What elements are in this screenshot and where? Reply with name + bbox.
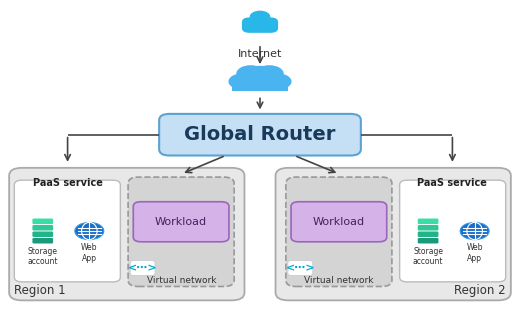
Bar — [256, 17, 264, 24]
Bar — [231, 79, 289, 91]
FancyBboxPatch shape — [242, 17, 278, 33]
FancyBboxPatch shape — [418, 219, 438, 224]
Circle shape — [255, 65, 284, 82]
FancyBboxPatch shape — [32, 238, 53, 244]
Circle shape — [75, 222, 104, 240]
Text: Virtual network: Virtual network — [304, 276, 374, 285]
FancyBboxPatch shape — [15, 180, 120, 282]
Text: Workload: Workload — [313, 217, 365, 227]
FancyBboxPatch shape — [32, 219, 53, 224]
Text: Web
App: Web App — [466, 243, 483, 263]
FancyBboxPatch shape — [9, 168, 244, 300]
FancyBboxPatch shape — [418, 231, 438, 237]
Circle shape — [240, 66, 280, 89]
Circle shape — [265, 73, 292, 90]
FancyBboxPatch shape — [418, 238, 438, 244]
Text: <⋯>: <⋯> — [128, 263, 158, 273]
Text: PaaS service: PaaS service — [418, 178, 487, 188]
FancyBboxPatch shape — [159, 114, 361, 156]
FancyBboxPatch shape — [32, 231, 53, 237]
Text: Storage
account: Storage account — [28, 247, 58, 266]
Text: Region 1: Region 1 — [15, 284, 66, 297]
Text: PaaS service: PaaS service — [33, 178, 102, 188]
Text: Workload: Workload — [155, 217, 207, 227]
Text: Virtual network: Virtual network — [147, 276, 216, 285]
FancyBboxPatch shape — [133, 202, 229, 242]
FancyBboxPatch shape — [276, 168, 511, 300]
Circle shape — [228, 73, 255, 90]
FancyBboxPatch shape — [291, 202, 387, 242]
FancyBboxPatch shape — [130, 261, 155, 276]
FancyBboxPatch shape — [418, 225, 438, 230]
Circle shape — [250, 11, 270, 23]
Text: Web
App: Web App — [81, 243, 98, 263]
FancyBboxPatch shape — [286, 177, 392, 286]
Circle shape — [236, 65, 265, 82]
Text: Region 2: Region 2 — [454, 284, 505, 297]
FancyBboxPatch shape — [32, 225, 53, 230]
FancyBboxPatch shape — [128, 177, 234, 286]
Text: <⋯>: <⋯> — [285, 263, 315, 273]
Text: Internet: Internet — [238, 49, 282, 59]
Text: Global Router: Global Router — [184, 125, 336, 144]
FancyBboxPatch shape — [288, 261, 313, 276]
FancyBboxPatch shape — [400, 180, 505, 282]
Text: Storage
account: Storage account — [413, 247, 444, 266]
Circle shape — [460, 222, 489, 240]
